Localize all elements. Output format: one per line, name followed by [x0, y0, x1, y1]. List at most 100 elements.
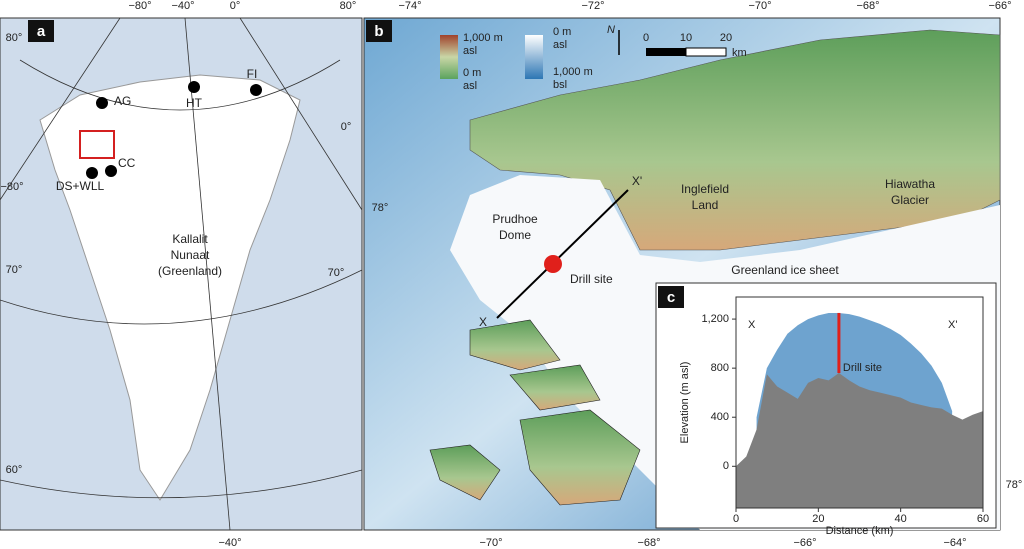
- lon-label: −66°: [793, 537, 816, 549]
- island: [519, 409, 641, 506]
- legend-ramp: [440, 35, 458, 79]
- y-tick-label: 0: [723, 460, 729, 472]
- greenland: [39, 74, 301, 501]
- place-label: Dome: [499, 228, 531, 242]
- lon-label: −80°: [128, 0, 151, 12]
- lon-label: −70°: [748, 0, 771, 12]
- panel-label-box: [658, 286, 684, 308]
- meridian: [239, 17, 363, 211]
- panel-label: b: [374, 23, 383, 40]
- meridian: [184, 17, 231, 531]
- scale-bar: [646, 48, 686, 56]
- site-label: CC: [118, 156, 136, 170]
- lat-label: 70°: [328, 267, 345, 279]
- y-axis-label: Elevation (m asl): [679, 362, 691, 444]
- legend-label: asl: [463, 45, 477, 57]
- place-label: Inglefield: [681, 182, 729, 196]
- site-label: DS+WLL: [56, 179, 105, 193]
- scale-bar: [685, 47, 727, 57]
- island: [429, 444, 501, 501]
- lon-label: 0°: [230, 0, 241, 12]
- panel-label-box: [28, 20, 54, 42]
- legend-label: 0 m: [553, 26, 571, 38]
- legend-label: 0 m: [463, 67, 481, 79]
- site-marker: [86, 167, 98, 179]
- study-area-box: [79, 130, 115, 159]
- plot-frame: [735, 296, 984, 509]
- legend-label: bsl: [553, 79, 567, 91]
- annotation: X': [948, 319, 957, 331]
- x-tick-label: 0: [733, 513, 739, 525]
- legend-label: 1,000 m: [553, 66, 593, 78]
- country-label: Kallalit: [172, 232, 208, 246]
- site-markers: [86, 81, 262, 179]
- place-label: Land: [692, 198, 719, 212]
- lon-label: −68°: [637, 537, 660, 549]
- scale-label: 0: [643, 32, 649, 44]
- x-tick-label: 40: [895, 513, 907, 525]
- legend-label: 1,000 m: [463, 32, 503, 44]
- lon-label: −66°: [988, 0, 1011, 12]
- north-label: N: [607, 24, 615, 36]
- legend-ramp: [525, 35, 543, 79]
- lon-label: 0°: [341, 121, 352, 133]
- site-label: FI: [247, 67, 258, 81]
- lon-label: −40°: [218, 537, 241, 549]
- country-label: Nunaat: [171, 248, 210, 262]
- y-tick-label: 400: [711, 411, 729, 423]
- profile-line: [496, 189, 629, 319]
- lon-label: −40°: [171, 0, 194, 12]
- panel-label: c: [667, 289, 675, 306]
- drill-site-marker: [544, 255, 562, 273]
- y-tick-label: 800: [711, 362, 729, 374]
- lat-label: 78°: [372, 202, 389, 214]
- lon-label: −74°: [398, 0, 421, 12]
- site-marker: [96, 97, 108, 109]
- lat-label: 70°: [6, 264, 23, 276]
- lat-label: −80°: [0, 181, 23, 193]
- site-marker: [105, 165, 117, 177]
- lat-label: 80°: [6, 32, 23, 44]
- lon-label: −64°: [943, 537, 966, 549]
- legend-label: asl: [553, 39, 567, 51]
- area: [736, 373, 983, 508]
- place-label: Hiawatha: [885, 177, 935, 191]
- lon-label: −72°: [581, 0, 604, 12]
- coast-islands: [429, 319, 641, 506]
- drill-site-label: Drill site: [570, 272, 613, 286]
- profile-end-label: X': [632, 174, 642, 188]
- parallel: [0, 269, 363, 325]
- parallel: [0, 469, 363, 499]
- lon-label: −68°: [856, 0, 879, 12]
- scale-label: 20: [720, 32, 732, 44]
- parallel: [19, 59, 341, 111]
- annotation: X: [748, 319, 756, 331]
- island: [469, 319, 561, 371]
- graticule: [0, 17, 363, 531]
- site-marker: [188, 81, 200, 93]
- country-label: (Greenland): [158, 264, 222, 278]
- profile-end-label: X: [479, 315, 487, 329]
- place-label: Glacier: [891, 193, 929, 207]
- site-label: AG: [114, 94, 131, 108]
- annotation: Drill site: [843, 362, 882, 374]
- scale-label: 10: [680, 32, 692, 44]
- place-label: Prudhoe: [492, 212, 538, 226]
- y-tick-label: 1,200: [701, 313, 729, 325]
- island: [509, 364, 601, 411]
- panel-label: a: [37, 23, 46, 40]
- site-marker: [250, 84, 262, 96]
- x-tick-label: 60: [977, 513, 989, 525]
- x-axis-label: Distance (km): [826, 525, 894, 537]
- site-label: HT: [186, 96, 203, 110]
- meridian: [0, 17, 121, 201]
- lon-label: −70°: [479, 537, 502, 549]
- elevation-profile: 0 400 800 1,200 0 20 40 60 Distance (km) Elevatio…: [679, 296, 989, 537]
- lon-label: 80°: [340, 0, 357, 12]
- x-tick-label: 20: [812, 513, 824, 525]
- legend-label: asl: [463, 80, 477, 92]
- scale-label: km: [732, 47, 747, 59]
- place-label: Greenland ice sheet: [731, 263, 839, 277]
- lat-label: 78°: [1006, 479, 1023, 491]
